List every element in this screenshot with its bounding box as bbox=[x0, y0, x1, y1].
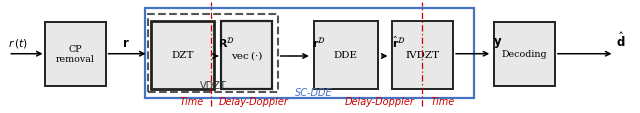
Bar bbox=[148, 15, 278, 92]
Text: CP
removal: CP removal bbox=[56, 45, 95, 64]
Text: $\hat{\mathbf{r}}^{\mathcal{D}}$: $\hat{\mathbf{r}}^{\mathcal{D}}$ bbox=[392, 34, 406, 49]
Text: SC-DDE: SC-DDE bbox=[295, 87, 332, 97]
Text: DZT: DZT bbox=[171, 51, 194, 60]
Bar bbox=[494, 23, 555, 86]
Text: Decoding: Decoding bbox=[502, 50, 548, 59]
Bar bbox=[392, 21, 453, 89]
Text: Delay-Doppler: Delay-Doppler bbox=[345, 96, 415, 106]
Text: DDE: DDE bbox=[333, 51, 358, 60]
Text: $r\,(t)$: $r\,(t)$ bbox=[8, 37, 28, 50]
Text: IVDZT: IVDZT bbox=[405, 51, 440, 60]
Text: $\mathbf{r}$: $\mathbf{r}$ bbox=[122, 37, 129, 50]
Text: Time: Time bbox=[430, 96, 454, 106]
Bar bbox=[314, 21, 378, 89]
Text: $\hat{\mathbf{d}}$: $\hat{\mathbf{d}}$ bbox=[616, 31, 626, 50]
Text: $\mathbf{y}$: $\mathbf{y}$ bbox=[493, 36, 503, 50]
Text: $\mathbf{r}^{\mathcal{D}}$: $\mathbf{r}^{\mathcal{D}}$ bbox=[312, 36, 325, 50]
Bar bbox=[145, 9, 474, 98]
Bar bbox=[151, 21, 214, 89]
Text: $\mathbf{R}^{\mathcal{D}}$: $\mathbf{R}^{\mathcal{D}}$ bbox=[218, 35, 235, 49]
Text: VDZT: VDZT bbox=[200, 80, 227, 90]
Text: Delay-Doppler: Delay-Doppler bbox=[219, 96, 289, 106]
Bar bbox=[45, 23, 106, 86]
Text: vec (·): vec (·) bbox=[230, 51, 262, 60]
Text: Time: Time bbox=[179, 96, 204, 106]
Bar bbox=[221, 21, 272, 89]
